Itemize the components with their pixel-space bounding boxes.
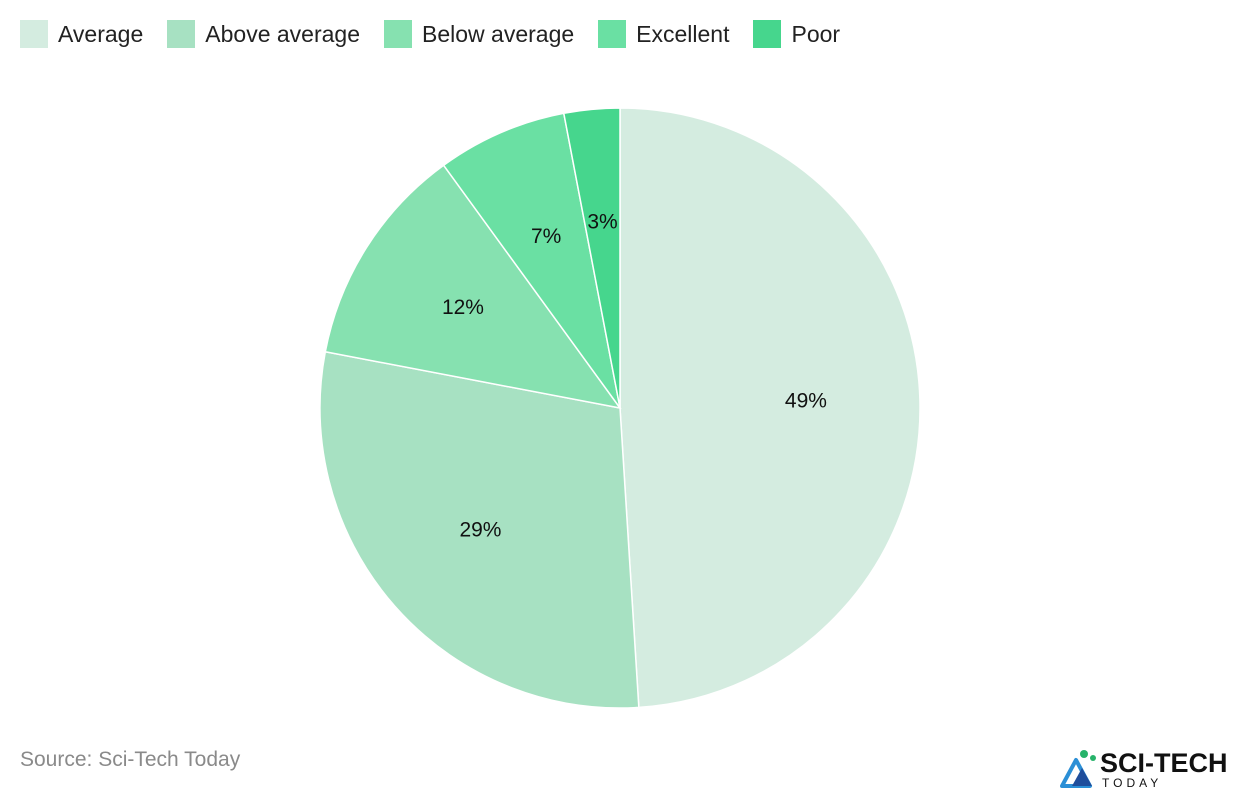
legend-item: Above average [167,20,360,48]
triangle-logo-icon [1060,750,1096,788]
legend-swatch [598,20,627,48]
pie-slices [319,107,921,709]
pie-slice-label: 29% [459,519,501,542]
pie-slice-label: 12% [442,296,484,319]
pie-slice-label: 7% [531,225,561,248]
sci-tech-logo: SCI-TECH TODAY [1060,748,1228,790]
legend-item: Poor [753,20,840,48]
legend-swatch [753,20,782,48]
legend-label: Below average [422,20,575,47]
legend-label: Above average [205,20,360,47]
pie-slice [562,107,621,409]
legend-item: Below average [384,20,574,48]
pie-slice-label: 3% [587,210,617,233]
pie-slice-label: 49% [785,390,827,413]
source-note: Source: Sci-Tech Today [20,748,241,771]
pie-slice [324,164,622,410]
pie-slice [319,350,640,709]
legend-swatch [167,20,196,48]
legend-item: Average [20,20,143,48]
pie-slice [442,112,621,409]
logo-main-text: SCI-TECH [1100,748,1228,778]
chart-legend: Average Above average Below average Excelle… [20,18,864,50]
legend-swatch [20,20,48,48]
pie-slice-labels: 49% 29% 12% 7% 3% [442,210,827,541]
legend-label: Average [58,20,144,47]
logo-sub-text: TODAY [1102,776,1162,790]
legend-item: Excellent [598,20,729,48]
legend-label: Excellent [636,20,730,47]
legend-label: Poor [791,20,841,47]
pie-slice [619,107,921,709]
legend-swatch [384,20,412,48]
